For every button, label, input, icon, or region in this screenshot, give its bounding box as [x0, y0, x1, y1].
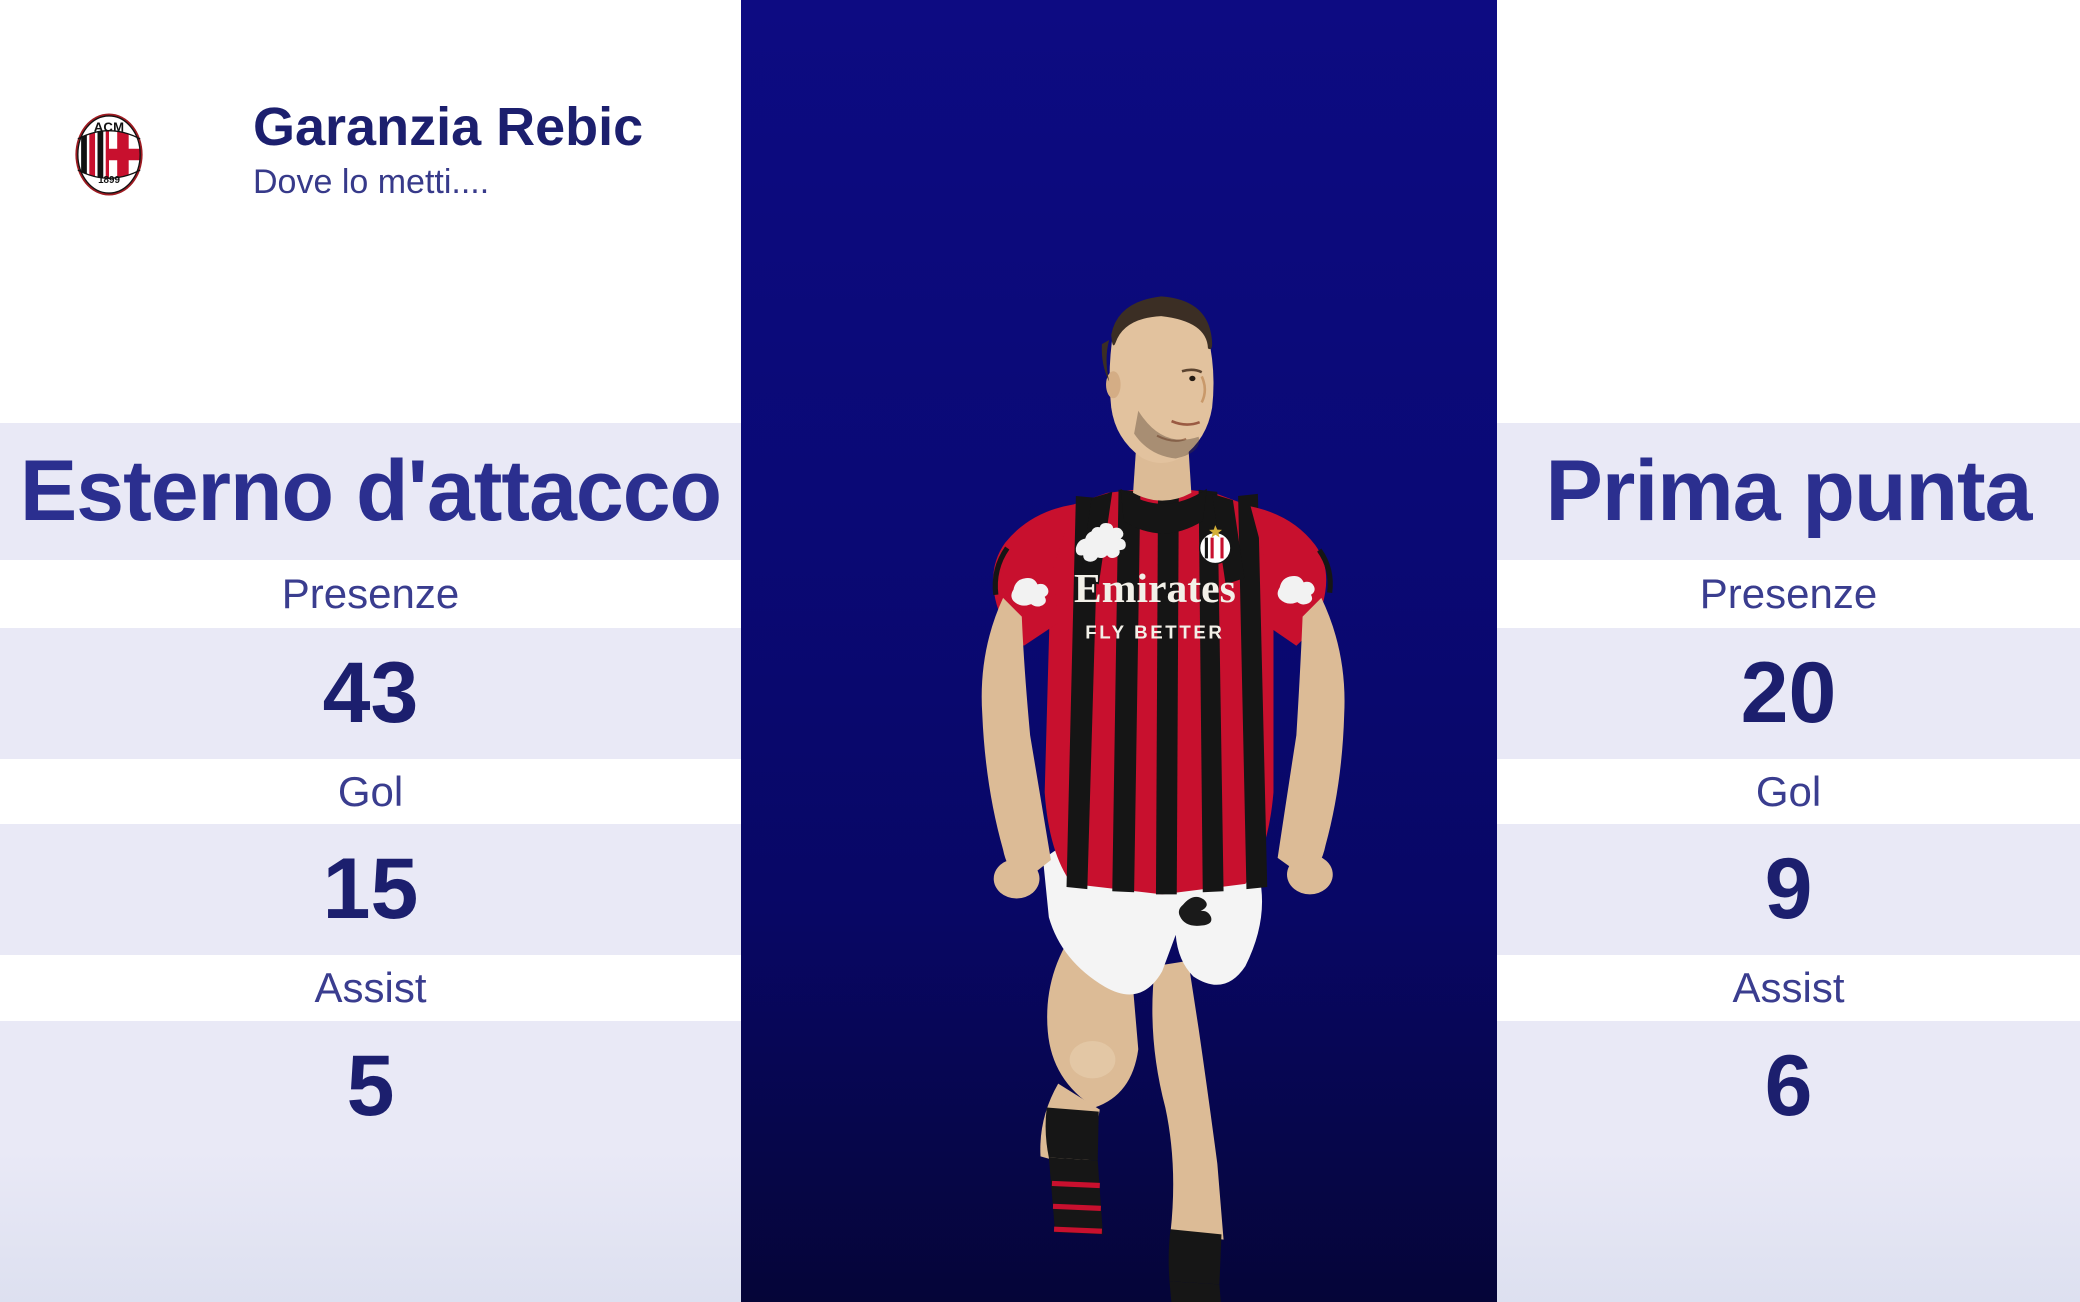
svg-text:Emirates: Emirates — [1074, 565, 1236, 611]
svg-text:ACM: ACM — [94, 120, 125, 135]
svg-text:1899: 1899 — [98, 175, 120, 186]
svg-text:FLY BETTER: FLY BETTER — [1085, 621, 1224, 642]
